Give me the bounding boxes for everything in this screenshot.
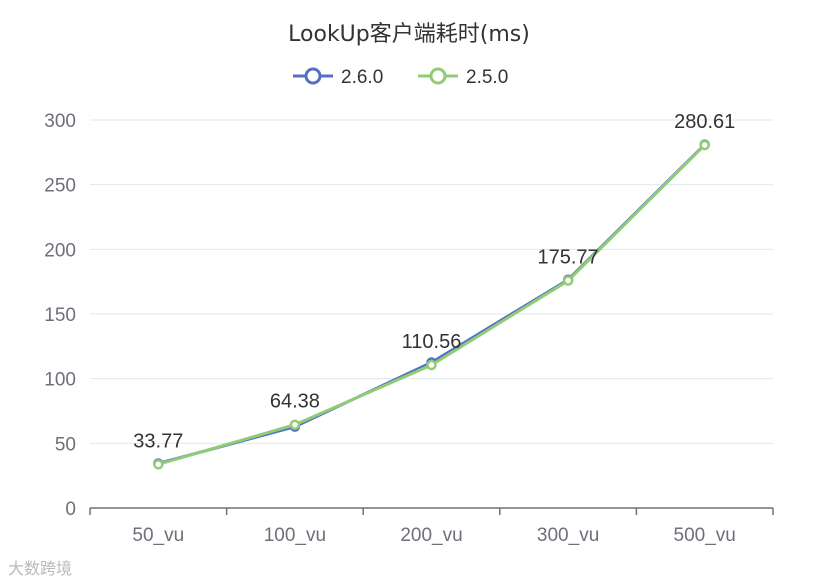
data-point[interactable]	[289, 419, 301, 430]
series-line	[157, 143, 706, 465]
data-label: 33.77	[133, 430, 183, 452]
chart-title: LookUp客户端耗时(ms)	[288, 22, 530, 47]
y-tick-label: 250	[44, 176, 76, 197]
y-tick-label: 50	[55, 434, 76, 455]
y-tick-label: 100	[44, 370, 76, 391]
x-tick-label: 50_vu	[132, 525, 184, 546]
data-label: 280.61	[674, 111, 735, 133]
legend-label: 2.5.0	[466, 67, 508, 88]
series-2-5-0[interactable]	[153, 139, 710, 470]
data-point[interactable]	[426, 359, 437, 371]
x-tick-label: 500_vu	[674, 525, 736, 546]
y-tick-label: 0	[65, 499, 76, 520]
y-tick-label: 150	[44, 305, 76, 326]
y-tick-label: 200	[44, 240, 76, 261]
x-tick-label: 300_vu	[537, 525, 599, 546]
x-tick-label: 200_vu	[400, 525, 462, 546]
data-label: 64.38	[270, 391, 320, 413]
data-labels: 33.77 64.38 110.56 175.77 280.61	[133, 111, 735, 452]
legend-swatch-marker	[304, 67, 322, 85]
series-line	[157, 144, 706, 466]
legend-item-2-6-0[interactable]: 2.6.0	[293, 67, 383, 88]
legend-label: 2.6.0	[341, 67, 383, 88]
grid	[90, 119, 773, 444]
series-2-6-0[interactable]	[153, 139, 710, 469]
data-point[interactable]	[562, 275, 574, 286]
data-label: 175.77	[538, 247, 599, 269]
data-label: 110.56	[402, 331, 462, 353]
x-tick-label: 100_vu	[264, 525, 326, 546]
legend-swatch-marker	[429, 67, 447, 85]
series-layer	[153, 139, 710, 470]
legend[interactable]: 2.6.0 2.5.0	[293, 67, 508, 88]
y-axis: 0 50 100 150 200 250 300	[44, 111, 76, 520]
data-point[interactable]	[153, 459, 164, 470]
x-axis: 50_vu 100_vu 200_vu 300_vu 500_vu	[89, 507, 774, 546]
watermark: 大数跨境	[8, 559, 73, 578]
y-tick-label: 300	[44, 111, 76, 132]
data-point[interactable]	[699, 139, 710, 151]
legend-item-2-5-0[interactable]: 2.5.0	[418, 67, 508, 88]
